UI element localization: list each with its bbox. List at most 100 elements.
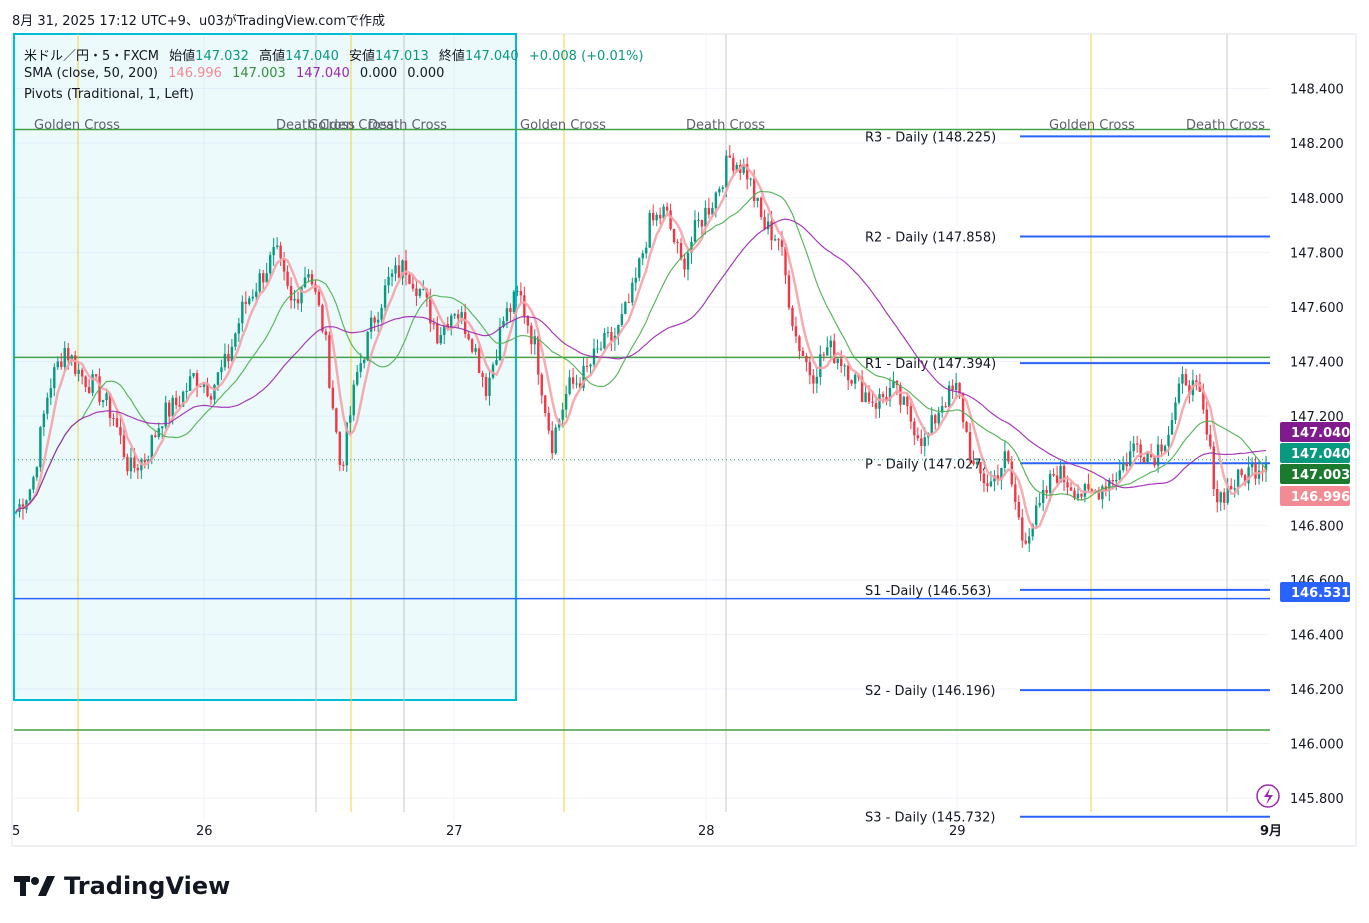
candle-body [463,312,467,335]
tradingview-logo-icon [14,876,55,896]
candle-body [1034,505,1038,525]
candle-body [763,217,766,230]
price-badge [1280,582,1350,602]
candle-body [745,164,749,180]
candle-body [913,421,916,436]
candle-body [1076,493,1080,499]
y-tick-label: 146.800 [1290,519,1344,534]
candle-body [728,155,731,158]
sma-fast-line [15,162,1267,530]
symbol-name[interactable]: 米ドル／円・5・FXCM [24,49,160,64]
candle-body [213,384,216,400]
candle-body [1132,443,1135,452]
y-tick-label: 148.000 [1290,192,1344,207]
y-tick-label: 147.400 [1290,356,1344,371]
candle-body [227,353,230,362]
open-label: 始値 [169,49,196,64]
high-label: 高値 [259,49,286,64]
y-tick-label: 145.800 [1290,792,1344,807]
tradingview-brand[interactable]: TradingView [14,872,230,900]
candle-body [457,314,460,319]
candle-body [154,435,157,437]
candle-body [725,155,728,188]
pivot-label: R3 - Daily (148.225) [865,130,996,145]
candle-body [1101,486,1104,500]
candle-body [874,403,878,409]
candle-body [648,212,651,248]
candle-body [1146,453,1149,463]
candle-body [1254,464,1257,479]
candle-body [272,247,275,256]
candle-body [568,377,571,394]
candle-body [1195,380,1198,383]
sma-label[interactable]: SMA (close, 50, 200) [24,66,159,81]
candle-body [697,220,700,222]
candle-body [73,355,77,374]
candle-body [683,258,686,270]
candle-body [453,314,456,316]
candle-body [1167,434,1170,446]
candle-body [60,361,63,367]
sma-value-5: 0.000 [407,66,445,81]
candle-body [958,382,961,394]
chart-frame [11,33,1357,847]
candle-body [1038,502,1041,506]
candle-body [1041,490,1045,503]
candle-body [982,473,986,484]
y-tick-label: 146.200 [1290,683,1344,698]
candle-body [937,412,940,424]
candle-body [968,432,972,461]
candle-body [561,409,564,420]
candle-body [390,273,394,277]
candle-body [965,422,968,433]
candle-body [293,299,296,301]
candle-body [655,214,658,221]
lightning-bolt-icon [1264,788,1273,805]
candle-body [920,438,923,446]
candle-body [617,324,620,336]
candle-body [564,393,568,410]
sma-value-1: 146.996 [168,66,222,81]
candle-body [808,362,812,376]
snapshot-info: 8月 31, 2025 17:12 UTC+9、u03がTradingView.… [12,14,385,29]
candle-body [307,274,310,278]
candle-body [289,286,293,301]
candle-body [892,380,895,388]
candle-body [864,392,867,402]
pivot-label: S1 -Daily (146.563) [865,584,991,599]
candle-body [21,504,25,510]
candle-body [436,323,439,344]
candle-body [996,475,1000,481]
candle-body [80,369,84,377]
candle-body [63,347,66,367]
candle-body [1236,469,1240,489]
candle-body [216,372,220,385]
pivots-label[interactable]: Pivots (Traditional, 1, Left) [24,87,194,102]
candle-body [408,274,411,284]
candle-body [324,331,328,336]
candle-body [1170,419,1174,435]
candle-body [331,387,335,409]
candle-body [195,373,199,387]
candle-body [241,301,244,324]
candle-body [105,393,108,401]
highlight-rectangle [13,33,517,701]
candle-body [850,380,853,384]
candle-body [91,374,94,394]
candle-body [1048,473,1052,493]
x-tick-label: 9月 [1260,824,1282,839]
candle-body [202,384,206,387]
candle-body [610,332,613,341]
candle-body [585,365,589,367]
sma-value-2: 147.003 [232,66,286,81]
candle-body [603,332,606,349]
candle-body [526,316,530,326]
candle-body [268,255,272,274]
candle-body [181,391,185,407]
candle-body [599,348,603,350]
candle-body [470,339,474,352]
candle-body [1202,391,1205,410]
candle-body [126,456,129,472]
candle-body [474,348,477,352]
